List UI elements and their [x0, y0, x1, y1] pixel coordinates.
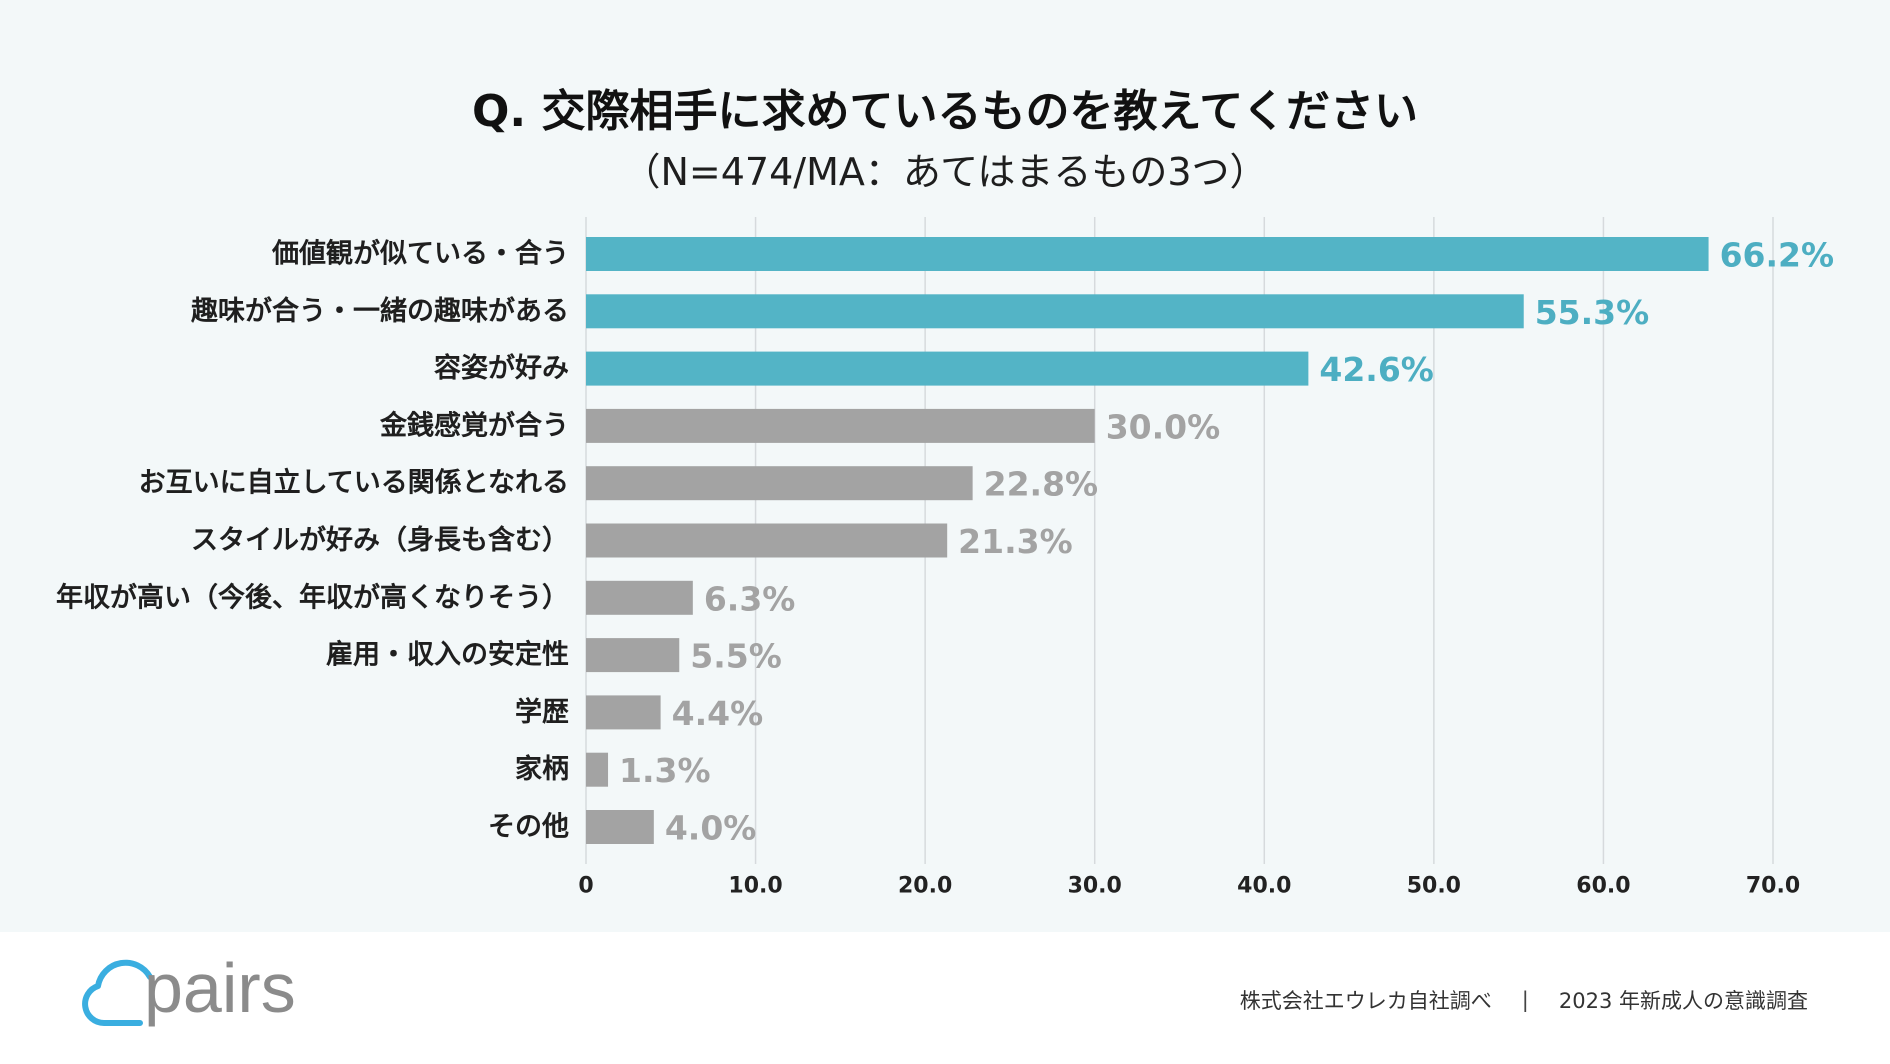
category-label: 容姿が好み	[434, 352, 569, 384]
bar	[586, 580, 693, 615]
bar	[586, 695, 661, 730]
x-tick-label: 70.0	[1746, 874, 1800, 899]
bar	[586, 408, 1095, 443]
value-label: 21.3%	[958, 522, 1073, 561]
x-tick-label: 50.0	[1407, 874, 1461, 899]
bars	[586, 237, 1709, 844]
category-label: お互いに自立している関係となれる	[139, 467, 569, 499]
value-label: 4.0%	[665, 809, 757, 848]
category-labels: 価値観が似ている・合う趣味が合う・一緒の趣味がある容姿が好み金銭感覚が合うお互い…	[56, 238, 569, 843]
value-label: 6.3%	[704, 579, 796, 618]
value-label: 22.8%	[984, 465, 1098, 504]
x-tick-label: 60.0	[1576, 874, 1630, 899]
category-label: 学歴	[515, 696, 569, 728]
x-tick-label: 0	[578, 874, 593, 899]
category-label: 年収が高い（今後、年収が高くなりそう）	[56, 581, 569, 613]
x-tick-label: 10.0	[728, 874, 782, 899]
x-tick-label: 30.0	[1068, 874, 1122, 899]
footer-credit: 株式会社エウレカ自社調べ | 2023 年新成人の意識調査	[1240, 987, 1808, 1013]
bar	[586, 752, 609, 787]
pairs-logo: pairs	[82, 949, 296, 1027]
category-label: 価値観が似ている・合う	[271, 238, 569, 270]
footer-separator: |	[1521, 988, 1529, 1012]
value-label: 4.4%	[672, 694, 764, 733]
value-labels: 66.2% 55.3% 42.6% 30.0%22.8% 21.3% 6.3% 5.5% 4.…	[619, 236, 1834, 848]
source-text: 株式会社エウレカ自社調べ	[1239, 989, 1492, 1013]
category-label: スタイルが好み（身長も含む）	[191, 524, 569, 556]
survey-text: 2023 年新成人の意識調査	[1558, 989, 1808, 1013]
cloud-icon	[82, 959, 153, 1026]
chart-subtitle: （N=474/MA：あてはまるもの3つ）	[622, 150, 1268, 194]
category-label: 金銭感覚が合う	[379, 409, 569, 441]
bar	[586, 638, 680, 673]
category-label: 雇用・収入の安定性	[326, 639, 569, 671]
x-axis-ticks: 0 10.0 20.0 30.0 40.0 50.0 60.0 70.0	[578, 874, 1800, 899]
bar	[586, 523, 948, 558]
value-label: 30.0%	[1106, 407, 1221, 446]
category-label: 趣味が合う・一緒の趣味がある	[190, 295, 569, 327]
logo-wordmark: pairs	[144, 949, 296, 1027]
value-label: 55.3%	[1535, 293, 1650, 332]
bar	[586, 810, 654, 844]
x-tick-label: 40.0	[1237, 874, 1291, 899]
bar	[586, 466, 973, 501]
value-label: 1.3%	[619, 751, 711, 790]
chart-title: Q. 交際相手に求めているものを教えてください	[472, 86, 1418, 137]
bar	[586, 294, 1524, 329]
value-label: 66.2%	[1720, 236, 1835, 275]
value-label: 5.5%	[690, 637, 782, 676]
x-tick-label: 20.0	[898, 874, 952, 899]
bar-chart: 0 10.0 20.0 30.0 40.0 50.0 60.0 70.0 価値観が似ている・合う…	[56, 217, 1834, 899]
category-label: その他	[488, 812, 569, 843]
bar	[586, 237, 1709, 271]
category-label: 家柄	[515, 753, 569, 785]
value-label: 42.6%	[1319, 350, 1434, 389]
chart-panel	[0, 0, 1890, 932]
bar	[586, 351, 1309, 386]
